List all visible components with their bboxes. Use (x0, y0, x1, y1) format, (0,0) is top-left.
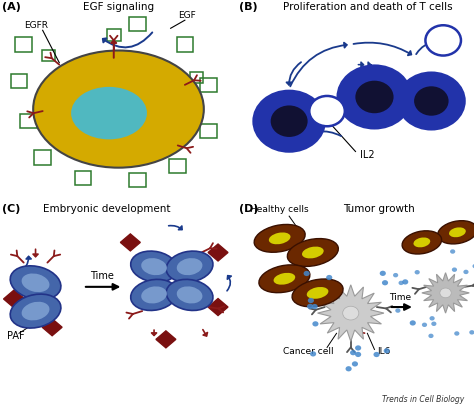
Circle shape (355, 352, 361, 357)
Circle shape (425, 25, 461, 55)
Circle shape (410, 320, 416, 326)
Circle shape (310, 351, 316, 356)
Text: Tumor growth: Tumor growth (343, 204, 415, 214)
Circle shape (422, 322, 427, 327)
Circle shape (399, 281, 404, 285)
Circle shape (382, 280, 388, 285)
Ellipse shape (166, 251, 213, 282)
Circle shape (429, 316, 435, 320)
Ellipse shape (71, 87, 147, 139)
Text: Proliferation and death of T cells: Proliferation and death of T cells (283, 2, 452, 12)
Text: (A): (A) (2, 2, 21, 12)
Circle shape (352, 361, 358, 366)
Circle shape (343, 306, 359, 320)
Ellipse shape (10, 294, 61, 328)
Circle shape (452, 267, 457, 272)
Polygon shape (422, 273, 469, 313)
Circle shape (383, 348, 390, 354)
Ellipse shape (307, 287, 328, 299)
Ellipse shape (438, 221, 474, 244)
Circle shape (374, 352, 380, 357)
Text: Trends in Cell Biology: Trends in Cell Biology (382, 395, 465, 404)
Polygon shape (120, 234, 140, 251)
Ellipse shape (269, 232, 291, 244)
Ellipse shape (254, 225, 305, 252)
Polygon shape (3, 290, 25, 308)
Circle shape (398, 73, 465, 129)
Circle shape (440, 288, 451, 298)
Ellipse shape (166, 280, 213, 310)
Circle shape (454, 331, 459, 336)
Ellipse shape (292, 279, 343, 307)
Ellipse shape (449, 227, 466, 237)
Circle shape (303, 271, 310, 276)
Ellipse shape (302, 246, 324, 259)
Ellipse shape (177, 258, 202, 275)
Ellipse shape (131, 280, 177, 310)
Circle shape (402, 279, 408, 284)
Circle shape (326, 275, 332, 280)
Ellipse shape (177, 286, 202, 303)
Circle shape (311, 304, 318, 309)
Circle shape (428, 334, 434, 338)
Circle shape (395, 308, 401, 313)
Circle shape (271, 105, 308, 137)
Circle shape (308, 298, 314, 303)
Polygon shape (208, 244, 228, 261)
Circle shape (414, 86, 448, 116)
Text: (C): (C) (2, 204, 21, 214)
Text: Cancer cell: Cancer cell (283, 347, 333, 356)
Circle shape (355, 345, 361, 351)
Circle shape (431, 322, 437, 326)
Text: PAF: PAF (7, 331, 25, 341)
Circle shape (254, 91, 325, 152)
Text: EGFR: EGFR (24, 21, 48, 30)
Ellipse shape (141, 258, 167, 275)
Circle shape (312, 321, 319, 326)
Circle shape (415, 270, 420, 274)
Text: EGF signaling: EGF signaling (83, 2, 154, 12)
Circle shape (464, 270, 469, 274)
Ellipse shape (22, 302, 49, 320)
Circle shape (450, 249, 455, 254)
Ellipse shape (33, 50, 204, 168)
Polygon shape (156, 331, 176, 348)
Text: EGF: EGF (178, 11, 195, 20)
Ellipse shape (141, 286, 167, 303)
Text: Healthy cells: Healthy cells (250, 205, 309, 214)
Text: (B): (B) (239, 2, 258, 12)
Polygon shape (208, 299, 228, 316)
Circle shape (356, 81, 393, 113)
Circle shape (393, 273, 398, 278)
Text: IL2: IL2 (360, 149, 375, 160)
Circle shape (337, 65, 411, 128)
Text: Time: Time (90, 271, 114, 281)
Ellipse shape (287, 239, 338, 266)
Circle shape (380, 271, 386, 276)
Ellipse shape (273, 273, 295, 285)
Ellipse shape (22, 274, 49, 292)
Circle shape (309, 96, 345, 126)
Ellipse shape (259, 265, 310, 292)
Circle shape (469, 330, 474, 335)
Ellipse shape (413, 238, 430, 247)
Ellipse shape (402, 231, 442, 254)
Text: IL6: IL6 (377, 347, 391, 356)
Polygon shape (42, 319, 62, 336)
Ellipse shape (131, 251, 177, 282)
Circle shape (473, 264, 474, 268)
Text: Time: Time (390, 293, 411, 302)
Text: (D): (D) (239, 204, 259, 214)
Ellipse shape (10, 266, 61, 300)
Text: Embryonic development: Embryonic development (43, 204, 170, 214)
Polygon shape (318, 285, 384, 341)
Circle shape (350, 350, 356, 355)
Circle shape (307, 304, 313, 309)
Circle shape (346, 366, 352, 371)
